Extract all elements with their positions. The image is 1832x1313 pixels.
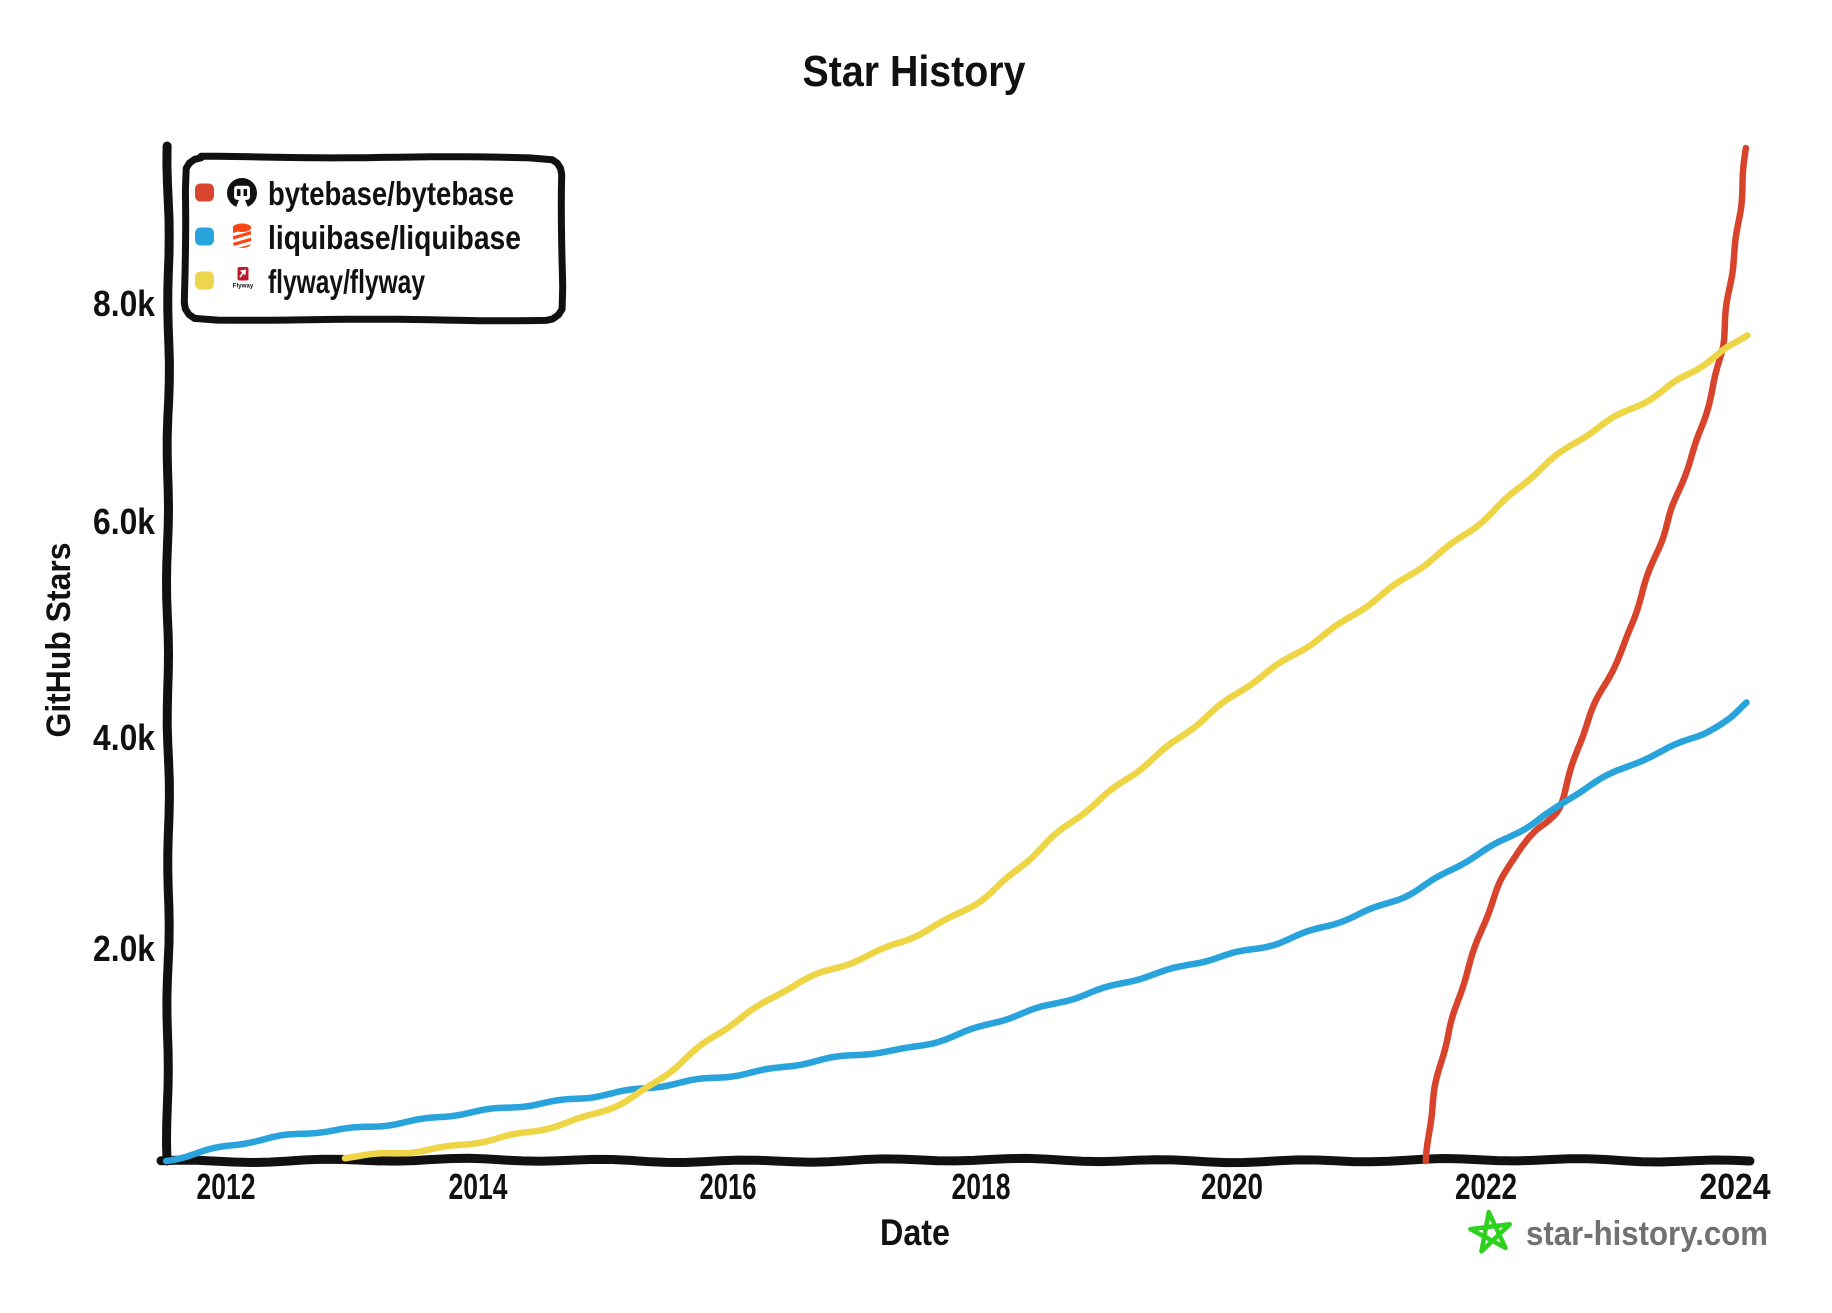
- svg-text:4.0k: 4.0k: [93, 717, 156, 758]
- svg-text:star-history.com: star-history.com: [1526, 1215, 1768, 1253]
- svg-text:2024: 2024: [1700, 1166, 1771, 1207]
- svg-text:2.0k: 2.0k: [93, 928, 156, 969]
- svg-text:2022: 2022: [1455, 1166, 1517, 1207]
- svg-text:2016: 2016: [700, 1166, 757, 1207]
- svg-text:8.0k: 8.0k: [93, 283, 156, 324]
- svg-text:2012: 2012: [197, 1166, 256, 1207]
- svg-text:6.0k: 6.0k: [93, 501, 156, 542]
- svg-text:liquibase/liquibase: liquibase/liquibase: [268, 219, 521, 256]
- svg-text:Flyway: Flyway: [233, 282, 254, 289]
- svg-text:2018: 2018: [952, 1166, 1011, 1207]
- svg-text:flyway/flyway: flyway/flyway: [268, 263, 425, 300]
- svg-text:Star History: Star History: [803, 47, 1026, 96]
- svg-text:Date: Date: [880, 1212, 950, 1253]
- svg-text:GitHub Stars: GitHub Stars: [40, 543, 78, 738]
- svg-text:2020: 2020: [1201, 1166, 1263, 1207]
- svg-text:2014: 2014: [449, 1166, 508, 1207]
- svg-text:bytebase/bytebase: bytebase/bytebase: [268, 175, 514, 212]
